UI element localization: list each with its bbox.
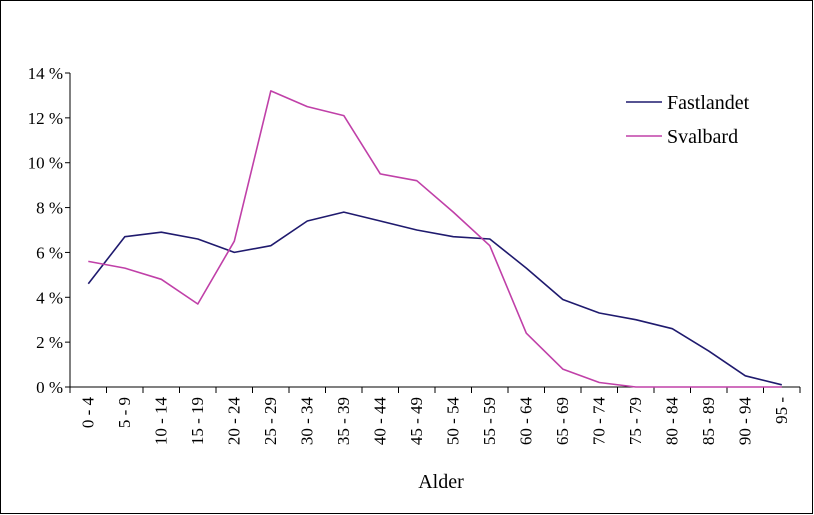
series-line-0 bbox=[87, 211, 782, 386]
x-tick-label: 15 - 19 bbox=[188, 397, 207, 445]
x-tick-label: 35 - 39 bbox=[334, 397, 353, 445]
x-tick-label: 5 - 9 bbox=[115, 397, 134, 428]
x-tick-label: 60 - 64 bbox=[516, 397, 535, 446]
y-axis: 0 % 2 % 4 % 6 % 8 % 10 % 12 % 14 % bbox=[28, 64, 71, 397]
y-tick-label: 8 % bbox=[36, 199, 63, 218]
legend-label: Svalbard bbox=[667, 126, 738, 148]
x-tick-label: 90 - 94 bbox=[735, 397, 754, 446]
x-axis-title: Alder bbox=[418, 471, 464, 493]
x-tick-label: 75 - 79 bbox=[626, 397, 645, 445]
y-tick-label: 14 % bbox=[28, 64, 63, 83]
legend: Fastlandet Svalbard bbox=[626, 92, 750, 148]
series-layer bbox=[87, 90, 782, 388]
x-tick-label: 45 - 49 bbox=[407, 397, 426, 445]
y-tick-label: 4 % bbox=[36, 288, 63, 307]
y-tick-label: 6 % bbox=[36, 243, 63, 262]
y-tick-label: 10 % bbox=[28, 154, 63, 173]
x-tick-label: 55 - 59 bbox=[480, 397, 499, 445]
y-tick-label: 0 % bbox=[36, 378, 63, 397]
x-tick-label: 20 - 24 bbox=[224, 397, 243, 446]
series-line-1 bbox=[88, 90, 782, 388]
x-tick-label: 30 - 34 bbox=[297, 397, 316, 446]
x-tick-label: 10 - 14 bbox=[151, 397, 170, 446]
x-tick-label: 40 - 44 bbox=[370, 397, 389, 446]
y-tick-label: 12 % bbox=[28, 109, 63, 128]
x-tick-label: 70 - 74 bbox=[589, 397, 608, 446]
x-tick-label: 80 - 84 bbox=[662, 397, 681, 446]
x-tick-label: 25 - 29 bbox=[261, 397, 280, 445]
legend-label: Fastlandet bbox=[667, 92, 750, 114]
x-tick-label: 50 - 54 bbox=[443, 397, 462, 446]
x-tick-label: 95 - bbox=[772, 397, 791, 424]
x-tick-label: 85 - 89 bbox=[699, 397, 718, 445]
x-tick-label: 65 - 69 bbox=[553, 397, 572, 445]
x-tick-label: 0 - 4 bbox=[78, 397, 97, 429]
y-tick-label: 2 % bbox=[36, 333, 63, 352]
x-axis: 0 - 4 5 - 9 10 - 14 15 - 19 20 - 24 25 - 29 30… bbox=[69, 386, 801, 446]
